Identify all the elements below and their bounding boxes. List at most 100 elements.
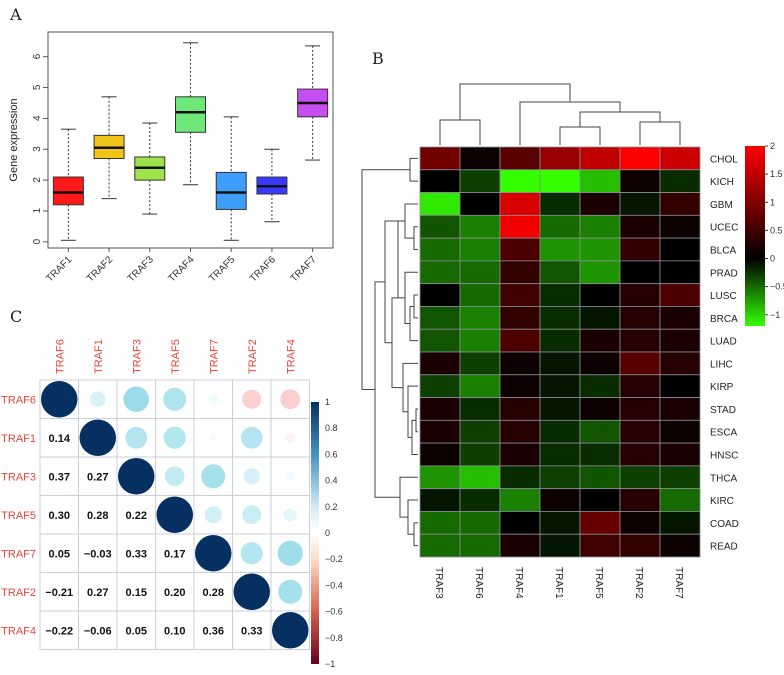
correlation-circle <box>278 579 303 604</box>
heat-cell <box>419 306 461 330</box>
colorbar-tick-label: −1 <box>325 659 335 669</box>
column-dendrogram-branch <box>559 126 601 145</box>
heat-row-label: KICH <box>710 177 734 188</box>
colorbar-tick-label: 2 <box>770 141 775 151</box>
colorbar-tick-label: 1.5 <box>770 169 783 179</box>
correlation-row-label: TRAF4 <box>1 625 36 637</box>
heat-cell <box>619 419 661 444</box>
heat-cell <box>619 283 661 307</box>
x-tick-label: TRAF5 <box>207 254 237 284</box>
heat-cell <box>539 419 581 444</box>
heat-cell <box>499 146 541 171</box>
heat-cell <box>419 283 461 307</box>
heat-cell <box>419 192 461 216</box>
heat-cell <box>499 283 541 307</box>
heat-cell <box>659 214 701 239</box>
heat-cell <box>499 306 541 330</box>
heat-row-label: READ <box>710 542 738 553</box>
correlation-row-label: TRAF5 <box>1 510 36 522</box>
x-tick-label: TRAF2 <box>85 254 115 284</box>
heat-cell <box>459 260 501 285</box>
heat-cell <box>579 306 621 330</box>
colorbar-tick-label: −0.4 <box>325 580 343 590</box>
heat-cell <box>579 511 621 535</box>
row-dendrogram-branch <box>361 169 410 391</box>
heat-cell <box>659 237 701 262</box>
heat-cell <box>579 442 621 467</box>
boxplot-panel: 0 1 2 3 4 5 6 Gene expression TRAF1 TRAF2 TRAF3 TRA… <box>8 31 334 285</box>
correlation-circle <box>204 506 222 524</box>
heat-cell <box>539 488 581 512</box>
y-tick-label: 3 <box>32 146 43 152</box>
correlation-circle <box>242 505 262 525</box>
heat-row-label: ESCA <box>710 428 738 439</box>
heat-cell <box>619 351 661 376</box>
correlation-row-label: TRAF7 <box>1 548 36 560</box>
row-dendrogram-branch <box>404 271 418 325</box>
heat-col-label: TRAF6 <box>473 567 484 599</box>
heat-cell <box>459 374 501 398</box>
correlation-value: 0.37 <box>49 471 70 483</box>
y-tick-label: 0 <box>32 238 43 244</box>
correlation-circle <box>277 540 303 566</box>
heat-cell <box>619 511 661 535</box>
heat-cell <box>659 419 701 444</box>
heat-cell <box>539 533 581 558</box>
colorbar-tick-label: −0.2 <box>325 554 343 564</box>
heat-cell <box>539 374 581 398</box>
heat-cell <box>419 511 461 535</box>
heat-cell <box>499 511 541 535</box>
y-tick-label: 4 <box>32 115 43 121</box>
colorbar-tick-label: 0 <box>325 528 330 538</box>
heat-row-label: CHOL <box>710 154 738 165</box>
heat-cell <box>539 237 581 262</box>
heat-cell <box>579 146 621 171</box>
heat-cell <box>579 260 621 285</box>
correlation-circle <box>125 426 148 449</box>
heat-cell <box>499 328 541 353</box>
heat-cell <box>659 397 701 421</box>
heat-cell <box>619 328 661 353</box>
correlation-value: 0.17 <box>164 548 185 560</box>
heat-cell <box>539 328 581 353</box>
row-dendrogram-branch <box>407 499 418 535</box>
correlation-value: 0.28 <box>87 510 108 522</box>
y-axis-title: Gene expression <box>8 98 20 181</box>
heat-cell <box>419 374 461 398</box>
heat-cell <box>659 374 701 398</box>
heat-row-label: LIHC <box>710 359 733 370</box>
heatmap-colorbar <box>745 146 765 326</box>
heat-cell <box>539 511 581 535</box>
colorbar-tick-label: 1 <box>325 397 330 407</box>
heat-cell <box>579 169 621 193</box>
colorbar-tick-label: −0.5 <box>770 282 784 292</box>
column-dendrogram-branch <box>579 111 661 127</box>
heat-row-label: STAD <box>710 405 736 416</box>
x-tick-label: TRAF1 <box>44 254 74 284</box>
heat-cell <box>499 214 541 239</box>
correlation-panel: TRAF6 TRAF6 TRAF1 TRAF1 TRAF3 TRAF3 TRAF5 TRAF5… <box>1 339 343 669</box>
heat-cell <box>539 169 581 193</box>
x-tick-label: TRAF4 <box>166 254 196 284</box>
heat-cell <box>419 237 461 262</box>
heat-cell <box>499 419 541 444</box>
correlation-value: 0.14 <box>49 433 71 445</box>
correlation-circle <box>285 432 296 443</box>
heat-cell <box>619 397 661 421</box>
heat-cell <box>419 397 461 421</box>
heat-cell <box>499 169 541 193</box>
heat-cell <box>539 260 581 285</box>
heat-cell <box>579 488 621 512</box>
heat-cell <box>579 328 621 353</box>
heat-row-label: LUAD <box>710 337 737 348</box>
correlation-value: 0.30 <box>49 510 70 522</box>
heat-cell <box>499 465 541 490</box>
heat-cell <box>459 511 501 535</box>
heat-cell <box>579 419 621 444</box>
heat-cell <box>459 351 501 376</box>
heat-row-label: GBM <box>710 200 733 211</box>
correlation-circle-diagonal <box>118 458 155 495</box>
heat-cell <box>619 169 661 193</box>
correlation-circle-diagonal <box>79 419 116 456</box>
